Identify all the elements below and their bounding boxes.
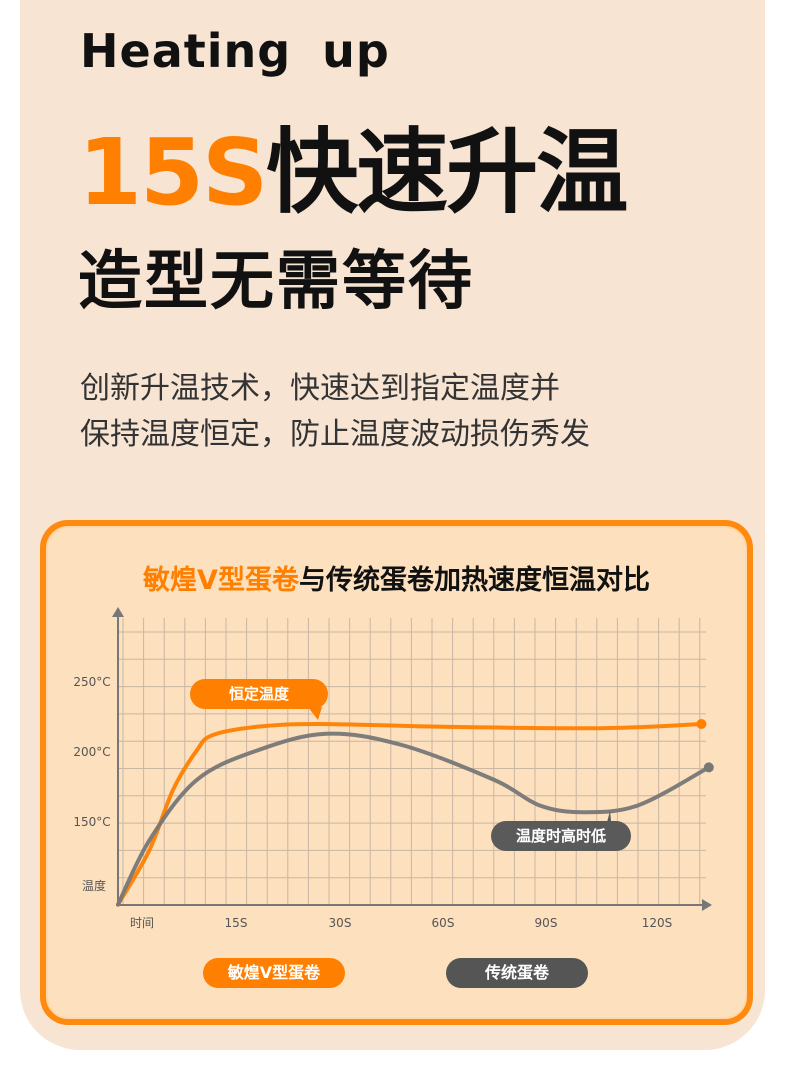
- y-tick-label: 200°C: [73, 745, 110, 759]
- series-line-0: [116, 721, 704, 907]
- annotation-constant-pointer: [308, 707, 322, 720]
- legend-item-traditional-curler: 传统蛋卷: [446, 958, 588, 988]
- desc-line: 创新升温技术，快速达到指定温度并: [80, 371, 560, 406]
- legend-item-v-curler: 敏煌V型蛋卷: [203, 958, 345, 988]
- annotation-fluctuating-bubble: [491, 821, 631, 851]
- annotation-fluctuating-label: 温度时高时低: [516, 827, 606, 845]
- series-line-1: [116, 731, 711, 907]
- annotation-constant-label: 恒定温度: [229, 685, 290, 703]
- annotation-fluctuating-pointer: [600, 811, 614, 849]
- chart-title: 敏煌V型蛋卷与传统蛋卷加热速度恒温对比: [48, 558, 745, 597]
- chart-card: 敏煌V型蛋卷与传统蛋卷加热速度恒温对比: [40, 520, 753, 1025]
- subtitle: 造型无需等待: [78, 245, 474, 319]
- series-end-point-0: [696, 719, 707, 729]
- chart-title-highlight: 敏煌V型蛋卷: [143, 565, 299, 596]
- title-rest: 快速升温: [266, 119, 628, 226]
- description: 创新升温技术，快速达到指定温度并 保持温度恒定，防止温度波动损伤秀发: [80, 366, 590, 458]
- x-tick-label: 90S: [535, 916, 558, 930]
- x-axis-arrow: [702, 899, 712, 911]
- y-tick-label: 150°C: [73, 815, 110, 829]
- main-title: 15S快速升温: [78, 118, 628, 228]
- series-end-point-1: [703, 762, 714, 773]
- x-tick-label: 120S: [642, 916, 673, 930]
- y-tick-label: 250°C: [73, 675, 110, 689]
- y-axis-label: 温度: [82, 878, 106, 893]
- annotation-constant-bubble: [190, 679, 328, 709]
- x-axis-label: 时间: [130, 916, 154, 930]
- title-highlight: 15S: [78, 119, 268, 226]
- desc-line: 保持温度恒定，防止温度波动损伤秀发: [80, 417, 590, 452]
- x-tick-label: 15S: [225, 916, 248, 930]
- chart-title-rest: 与传统蛋卷加热速度恒温对比: [298, 565, 650, 596]
- x-tick-label: 30S: [329, 916, 352, 930]
- x-tick-label: 60S: [432, 916, 455, 930]
- english-title: Heating up: [80, 24, 390, 78]
- y-axis-arrow: [112, 607, 124, 617]
